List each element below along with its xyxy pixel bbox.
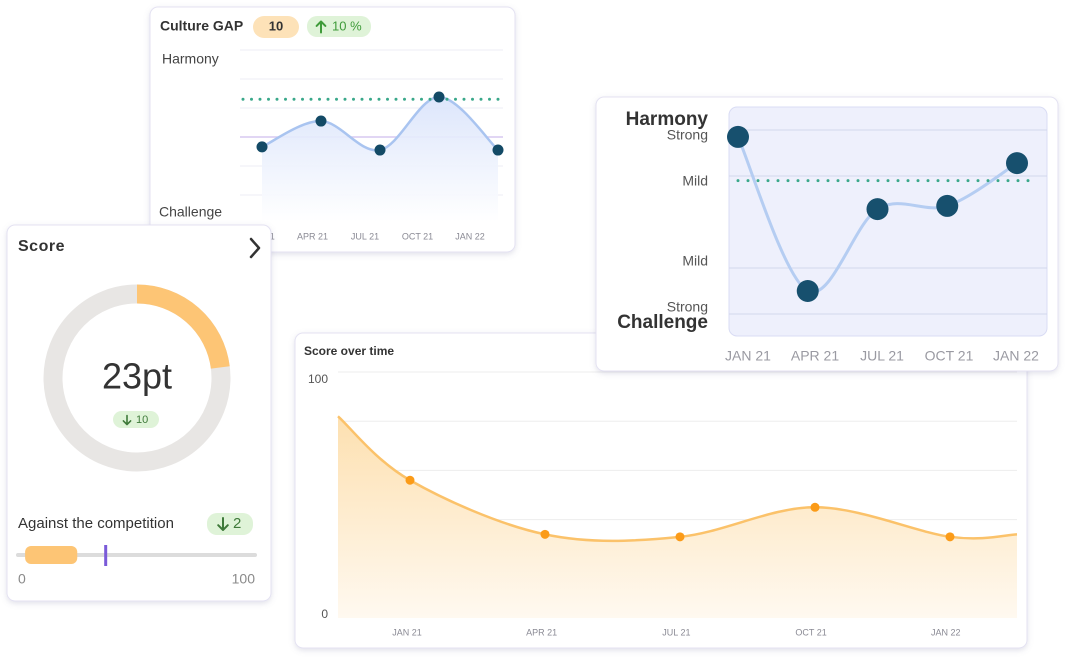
slider-range: [25, 546, 78, 564]
card-title: Culture GAP: [160, 18, 243, 34]
change-badge-text: 10 %: [332, 18, 362, 33]
point: [936, 194, 959, 217]
x-tick-label: JAN 21: [725, 348, 771, 364]
y-tick-label: 0: [321, 607, 328, 621]
bottom-label: Challenge: [617, 312, 708, 333]
plot-panel: [728, 106, 1048, 337]
point: [315, 115, 327, 127]
x-tick-label: OCT 21: [925, 348, 974, 364]
x-tick-label: JAN 22: [455, 231, 485, 241]
point: [945, 532, 955, 542]
y-tick-label: 100: [308, 372, 328, 386]
y-tick-label: Strong: [667, 127, 708, 143]
point: [492, 144, 504, 156]
x-tick-label: JUL 21: [351, 231, 379, 241]
point: [1006, 152, 1028, 175]
x-tick-label: APR 21: [526, 627, 557, 637]
arrow-icon: [315, 20, 327, 34]
x-tick-label: JAN 21: [392, 627, 422, 637]
point: [256, 141, 268, 153]
point: [727, 125, 749, 148]
point: [866, 198, 889, 221]
line: [736, 136, 1018, 294]
top-label: Harmony: [162, 51, 219, 67]
change-badge: [113, 411, 159, 428]
score-value: 23pt: [102, 356, 172, 397]
y-tick-label: Mild: [682, 173, 708, 189]
y-tick-label: Strong: [667, 299, 708, 315]
slider-tick-label: 100: [232, 571, 256, 587]
count-badge: [253, 16, 299, 38]
chevron-icon: [249, 237, 261, 259]
change-badge: [307, 16, 371, 37]
x-tick-label: APR 21: [297, 231, 328, 241]
gauge-arc: [136, 284, 230, 369]
count-badge-text: 10: [269, 18, 283, 33]
x-tick-label: OCT 21: [795, 627, 826, 637]
x-tick-label: JAN 22: [931, 627, 961, 637]
x-tick-label: JUL 21: [662, 627, 690, 637]
competition-badge-text: 2: [233, 515, 241, 532]
arrow-icon: [217, 517, 229, 531]
point: [810, 502, 820, 512]
arrow-icon: [122, 414, 132, 426]
y-tick-label: Mild: [682, 253, 708, 269]
point: [405, 475, 415, 485]
area: [262, 96, 498, 222]
area: [338, 416, 1017, 618]
top-label: Harmony: [626, 109, 709, 130]
x-tick-label: APR 21: [791, 348, 839, 364]
slider-tick-label: 0: [18, 571, 26, 587]
point: [540, 529, 550, 539]
card-title: Score over time: [304, 344, 394, 358]
x-tick-label: OCT 21: [402, 231, 433, 241]
competition-badge: [207, 513, 253, 535]
x-tick-label: JUL 21: [860, 348, 904, 364]
bottom-label: Challenge: [159, 204, 222, 220]
point: [796, 280, 819, 302]
x-tick-label: JAN 22: [993, 348, 1039, 364]
card-title: Score: [18, 238, 65, 255]
competition-label: Against the competition: [18, 515, 174, 532]
point: [675, 532, 685, 542]
point: [374, 144, 386, 156]
point: [433, 91, 445, 103]
change-badge-text: 10: [136, 414, 148, 426]
